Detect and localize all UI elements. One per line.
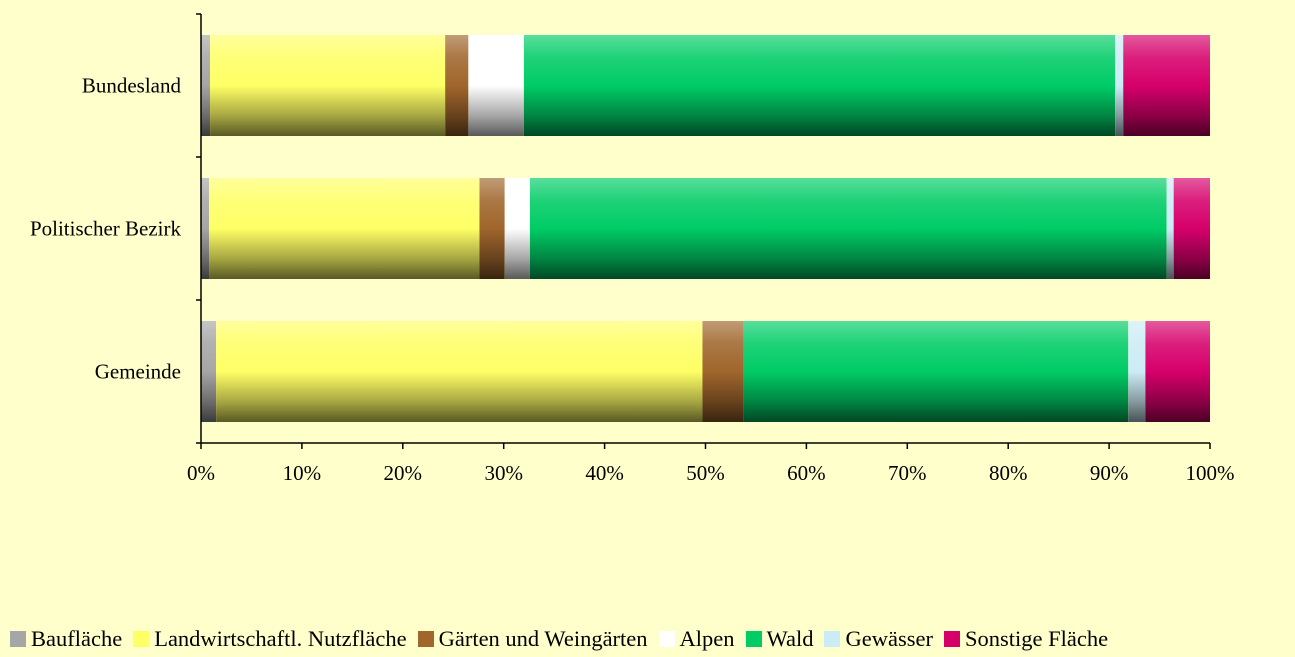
bar-segment (479, 178, 505, 279)
legend-swatch (824, 631, 841, 647)
bar-segment (1128, 321, 1146, 422)
bar-segment (201, 35, 211, 136)
legend-swatch (10, 631, 26, 647)
bar-segment (201, 321, 217, 422)
legend-label: Alpen (679, 626, 735, 651)
category-label: Gemeinde (95, 360, 181, 384)
x-tick-label: 90% (1090, 461, 1129, 485)
legend-swatch (745, 631, 762, 647)
category-label: Politischer Bezirk (30, 217, 182, 241)
legend-item: Alpen (658, 624, 735, 654)
x-tick-label: 80% (989, 461, 1028, 485)
bars-layer (201, 35, 1210, 422)
legend-swatch (943, 631, 960, 647)
x-tick-label: 100% (1186, 461, 1235, 485)
legend-item: Wald (745, 624, 814, 654)
bar-segment (523, 35, 1116, 136)
category-label: Bundesland (82, 74, 182, 98)
bar-segment (201, 178, 210, 279)
chart-plot: Bundesland Politischer Bezirk Gemeinde 0% 10… (30, 13, 1235, 486)
labels-layer: Bundesland Politischer Bezirk Gemeinde 0% 10… (30, 74, 1235, 486)
legend-label: Sonstige Fläche (964, 626, 1109, 651)
legend-label: Wald (766, 626, 814, 651)
legend-label: Gärten und Weingärten (438, 626, 648, 651)
bar-segment (1115, 35, 1124, 136)
bar-segment (743, 321, 1129, 422)
bar-segment (216, 321, 703, 422)
bar-segment (210, 35, 446, 136)
x-tick-label: 0% (187, 461, 215, 485)
x-tick-label: 30% (484, 461, 523, 485)
legend-item: Gärten und Weingärten (417, 624, 648, 654)
legend-item: Gewässer (824, 624, 933, 654)
x-tick-label: 40% (585, 461, 624, 485)
bar-segment (1173, 178, 1210, 279)
x-tick-label: 10% (283, 461, 322, 485)
x-tick-label: 50% (686, 461, 725, 485)
legend-label: Baufläche (31, 626, 123, 651)
legend: Baufläche Landwirtschaftl. Nutzfläche Gärt… (10, 624, 1290, 654)
legend-label: Landwirtschaftl. Nutzfläche (154, 626, 407, 651)
x-tick-label: 60% (787, 461, 826, 485)
legend-item: Baufläche (10, 624, 122, 654)
x-tick-label: 20% (384, 461, 423, 485)
bar-segment (468, 35, 524, 136)
bar-segment (702, 321, 744, 422)
bar-segment (1166, 178, 1174, 279)
bar-segment (1145, 321, 1210, 422)
bar-segment (209, 178, 480, 279)
legend-label: Gewässer (845, 626, 933, 651)
legend-item: Landwirtschaftl. Nutzfläche (133, 624, 407, 654)
bar-segment (504, 178, 530, 279)
x-tick-label: 70% (888, 461, 927, 485)
legend-item: Sonstige Fläche (943, 624, 1109, 654)
legend-swatch (658, 631, 675, 647)
bar-segment (529, 178, 1167, 279)
legend-swatch (133, 631, 150, 647)
axes-layer (196, 13, 1211, 449)
bar-segment (445, 35, 469, 136)
bar-segment (1123, 35, 1210, 136)
legend-swatch (417, 631, 434, 647)
